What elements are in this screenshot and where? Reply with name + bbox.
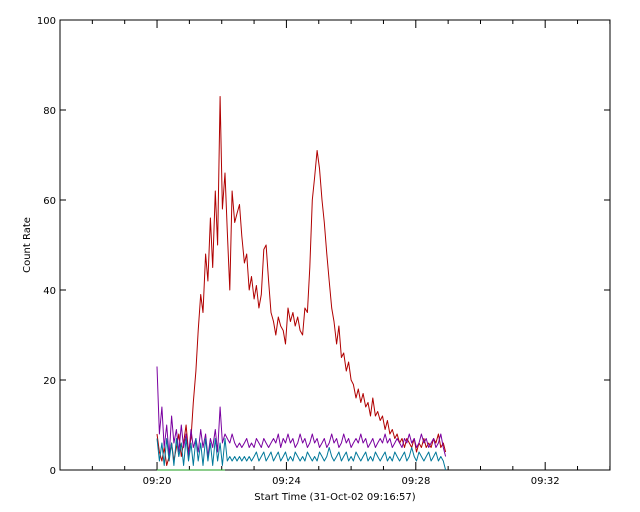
series-line-1 xyxy=(156,96,447,466)
series-line-2 xyxy=(156,366,447,457)
series-line-3 xyxy=(156,438,447,471)
x-axis-title: Start Time (31-Oct-02 09:16:57) xyxy=(254,492,415,503)
plot-frame xyxy=(59,19,611,471)
y-tick-label: 20 xyxy=(43,376,56,387)
y-tick-label: 100 xyxy=(37,16,56,27)
y-tick-label: 40 xyxy=(43,286,56,297)
y-tick-label: 80 xyxy=(43,106,56,117)
y-tick-label: 0 xyxy=(50,466,56,477)
x-tick-label: 09:28 xyxy=(402,476,431,487)
x-tick-label: 09:24 xyxy=(272,476,301,487)
y-tick-label: 60 xyxy=(43,196,56,207)
x-axis: 09:20 09:24 09:28 09:32 xyxy=(59,20,611,487)
y-axis-title: Count Rate xyxy=(22,217,33,273)
series-group xyxy=(156,96,447,471)
y-axis: 0 20 40 60 80 100 xyxy=(37,16,610,477)
x-tick-label: 09:32 xyxy=(531,476,560,487)
x-tick-label: 09:20 xyxy=(143,476,172,487)
